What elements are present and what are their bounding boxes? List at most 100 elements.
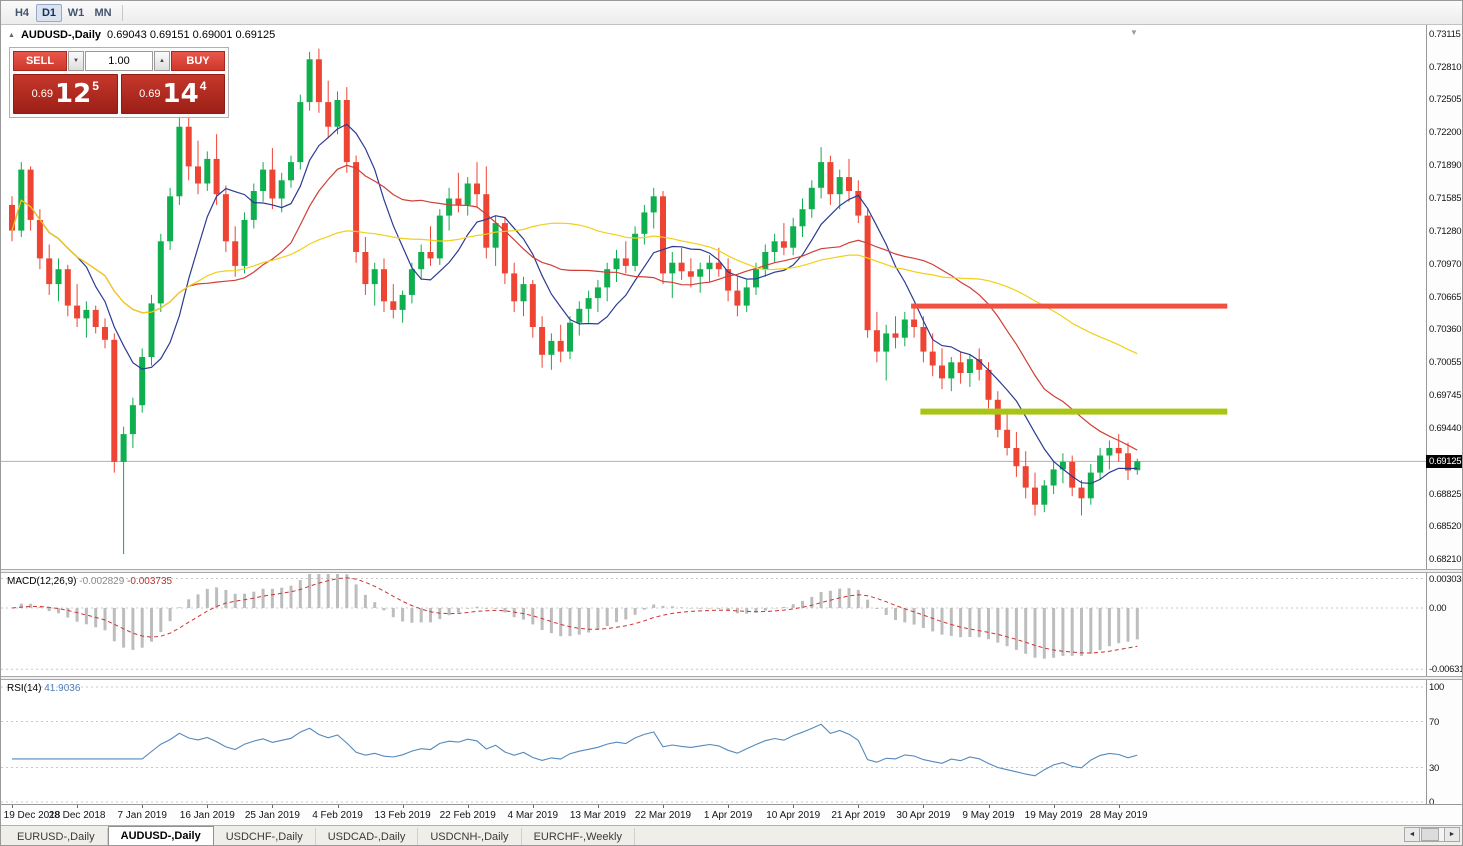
date-axis-tick — [1053, 805, 1055, 808]
sell-price-sup: 5 — [92, 79, 99, 93]
date-axis-tick — [728, 805, 730, 808]
scroll-right-button[interactable]: ► — [1444, 827, 1460, 842]
date-axis[interactable]: 19 Dec 2018 28 Dec 2018 7 Jan 2019 16 Jan 2… — [1, 804, 1462, 825]
rsi-axis[interactable]: 100 70 30 0 — [1426, 680, 1462, 808]
chart-tab[interactable]: EURUSD-,Daily — [5, 828, 108, 845]
date-axis-label: 7 Jan 2019 — [117, 810, 167, 821]
date-axis-label: 22 Feb 2019 — [439, 810, 496, 821]
toolbar-separator — [122, 4, 123, 21]
trade-panel-toggle-icon[interactable]: ▲ — [8, 31, 15, 39]
chart-tab[interactable]: USDCNH-,Daily — [418, 828, 522, 845]
price-axis-tick: 0.71890 — [1429, 160, 1462, 172]
price-axis[interactable]: 0.73115 0.72810 0.72505 0.72200 0.71890 0.715… — [1426, 25, 1462, 569]
buy-price-prefix: 0.69 — [139, 88, 161, 100]
chart-tab[interactable]: AUDUSD-,Daily — [107, 826, 214, 845]
macd-axis-tick: -0.006311 — [1429, 664, 1463, 676]
date-axis-tick — [402, 805, 404, 808]
timeframe-button-d1[interactable]: D1 — [36, 3, 62, 22]
rsi-pane[interactable]: 100 70 30 0 RSI(14) 41.9036 — [1, 680, 1462, 808]
buy-price-sup: 4 — [199, 79, 207, 93]
price-axis-tick: 0.72200 — [1429, 127, 1462, 139]
macd-signal-value: -0.003735 — [127, 576, 173, 587]
timeframe-button-mn[interactable]: MN — [94, 6, 112, 19]
timeframe-button-w1[interactable]: W1 — [67, 6, 85, 19]
sell-price-big: 12 — [55, 79, 92, 109]
buy-price-display[interactable]: 0.69 14 4 — [120, 74, 225, 114]
date-axis-label: 9 May 2019 — [962, 810, 1015, 821]
date-axis-tick — [858, 805, 860, 808]
rsi-chart[interactable] — [1, 680, 1426, 804]
horizontal-scrollbar[interactable]: ◄ ► — [1404, 827, 1460, 842]
date-axis-tick — [272, 805, 274, 808]
rsi-axis-tick: 100 — [1429, 682, 1444, 693]
date-axis-tick — [597, 805, 599, 808]
chart-ohlc-label: 0.69043 0.69151 0.69001 0.69125 — [107, 29, 276, 41]
price-chart-pane[interactable]: 0.73115 0.72810 0.72505 0.72200 0.71890 0.715… — [1, 25, 1462, 569]
date-axis-tick — [467, 805, 469, 808]
macd-chart[interactable] — [1, 573, 1426, 676]
price-axis-tick: 0.68520 — [1429, 521, 1462, 533]
date-axis-label: 1 Apr 2019 — [703, 810, 753, 821]
pane-splitter[interactable] — [1, 676, 1462, 680]
rsi-axis-tick: 0 — [1429, 797, 1434, 808]
date-axis-label: 22 Mar 2019 — [634, 810, 692, 821]
volume-increase-button[interactable]: ▲ — [154, 51, 170, 71]
buy-button[interactable]: BUY — [171, 51, 225, 71]
rsi-axis-tick: 30 — [1429, 762, 1439, 774]
rsi-value: 41.9036 — [44, 683, 81, 694]
sell-price-prefix: 0.69 — [31, 88, 54, 100]
scrollbar-thumb[interactable] — [1421, 828, 1439, 841]
candlestick-chart[interactable] — [1, 25, 1426, 569]
chart-tab[interactable]: EURCHF-,Weekly — [522, 828, 635, 845]
date-axis-tick — [923, 805, 925, 808]
volume-decrease-button[interactable]: ▼ — [68, 51, 84, 71]
chart-symbol-label: AUDUSD-,Daily — [20, 29, 102, 41]
chart-end-marker-icon: ▼ — [1130, 28, 1138, 37]
macd-axis-tick: 0.003035 — [1429, 573, 1463, 585]
price-axis-tick: 0.69440 — [1429, 422, 1462, 434]
macd-value: -0.002829 — [79, 576, 125, 587]
macd-pane[interactable]: 0.003035 0.00 -0.006311 MACD(12,26,9) -0.0… — [1, 573, 1463, 676]
price-axis-tick: 0.70665 — [1429, 291, 1462, 303]
price-axis-tick: 0.68210 — [1429, 554, 1462, 566]
date-axis-tick — [77, 805, 79, 808]
date-axis-label: 30 Apr 2019 — [896, 810, 951, 821]
timeframe-buttons: H4 D1 W1 MN — [9, 3, 117, 22]
rsi-name: RSI(14) — [7, 683, 42, 694]
date-axis-label: 4 Feb 2019 — [312, 810, 363, 821]
timeframe-button-h4[interactable]: H4 — [14, 6, 30, 19]
rsi-axis-tick: 70 — [1429, 716, 1439, 728]
date-axis-label: 16 Jan 2019 — [179, 810, 235, 821]
current-price-tag: 0.69125 — [1426, 455, 1462, 469]
chart-tab[interactable]: USDCHF-,Daily — [214, 828, 316, 845]
scrollbar-track[interactable] — [1420, 827, 1444, 842]
date-axis-label: 28 May 2019 — [1089, 810, 1148, 821]
price-axis-tick: 0.70360 — [1429, 324, 1462, 336]
date-axis-label: 13 Feb 2019 — [374, 810, 431, 821]
date-axis-label: 25 Jan 2019 — [244, 810, 300, 821]
chart-tab[interactable]: USDCAD-,Daily — [316, 828, 419, 845]
volume-input[interactable] — [85, 51, 153, 71]
date-axis-label: 10 Apr 2019 — [766, 810, 821, 821]
sell-button[interactable]: SELL — [13, 51, 67, 71]
date-axis-tick — [12, 805, 13, 808]
chart-tab-bar: EURUSD-,Daily AUDUSD-,Daily USDCHF-,Daily U… — [1, 825, 1462, 845]
date-axis-tick — [337, 805, 339, 808]
date-axis-tick — [142, 805, 144, 808]
date-axis-label: 21 Apr 2019 — [831, 810, 886, 821]
timeframe-toolbar: H4 D1 W1 MN — [1, 1, 1462, 25]
date-axis-label: 28 Dec 2018 — [48, 810, 106, 821]
macd-axis[interactable]: 0.003035 0.00 -0.006311 — [1426, 573, 1463, 676]
chart-header: ▲ AUDUSD-,Daily 0.69043 0.69151 0.69001 … — [8, 29, 275, 41]
scroll-left-button[interactable]: ◄ — [1404, 827, 1420, 842]
date-axis-label: 19 May 2019 — [1024, 810, 1083, 821]
sell-price-display[interactable]: 0.69 12 5 — [13, 74, 118, 114]
pane-splitter[interactable] — [1, 569, 1462, 573]
price-axis-tick: 0.70055 — [1429, 356, 1462, 368]
price-axis-tick: 0.71585 — [1429, 192, 1462, 204]
date-axis-tick — [1118, 805, 1120, 808]
price-axis-tick: 0.71280 — [1429, 225, 1462, 237]
price-axis-tick: 0.72810 — [1429, 61, 1462, 73]
date-axis-tick — [207, 805, 209, 808]
